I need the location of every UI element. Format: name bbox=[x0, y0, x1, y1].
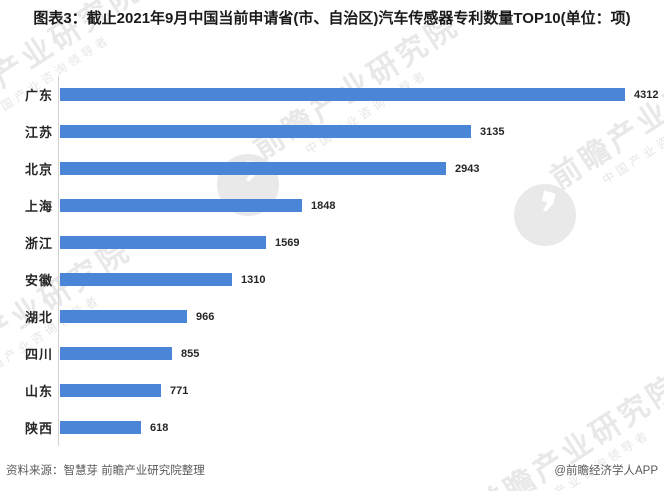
bar bbox=[60, 310, 187, 323]
bar-row: 上海 1848 bbox=[0, 199, 664, 214]
bar-row: 山东 771 bbox=[0, 384, 664, 399]
value-label: 3135 bbox=[480, 125, 505, 138]
bar bbox=[60, 347, 172, 360]
category-label: 四川 bbox=[24, 347, 53, 362]
category-label: 陕西 bbox=[24, 421, 53, 436]
bar bbox=[60, 421, 141, 434]
bar bbox=[60, 88, 625, 101]
bar-row: 北京 2943 bbox=[0, 162, 664, 177]
bar-rows: 广东 4312 江苏 3135 北京 2943 上海 1848 浙江 1569 安徽 1310 湖北 96… bbox=[0, 76, 664, 446]
value-label: 1848 bbox=[311, 199, 336, 212]
bar bbox=[60, 162, 446, 175]
value-label: 618 bbox=[150, 421, 169, 434]
source-note: 资料来源：智慧芽 前瞻产业研究院整理 bbox=[6, 465, 205, 477]
credit-note: @前瞻经济学人APP bbox=[554, 465, 658, 477]
category-label: 浙江 bbox=[24, 236, 53, 251]
category-label: 山东 bbox=[24, 384, 53, 399]
value-label: 1310 bbox=[241, 273, 266, 286]
bar-row: 陕西 618 bbox=[0, 421, 664, 436]
value-label: 2943 bbox=[455, 162, 480, 175]
category-label: 广东 bbox=[24, 88, 53, 103]
bar bbox=[60, 384, 161, 397]
bar-row: 四川 855 bbox=[0, 347, 664, 362]
value-label: 771 bbox=[170, 384, 189, 397]
bar bbox=[60, 199, 302, 212]
bar-row: 江苏 3135 bbox=[0, 125, 664, 140]
category-label: 上海 bbox=[24, 199, 53, 214]
category-label: 安徽 bbox=[24, 273, 53, 288]
y-axis-line bbox=[58, 76, 59, 446]
bar-row: 浙江 1569 bbox=[0, 236, 664, 251]
bar-row: 广东 4312 bbox=[0, 88, 664, 103]
bar bbox=[60, 125, 471, 138]
value-label: 1569 bbox=[275, 236, 300, 249]
bar bbox=[60, 236, 266, 249]
bar-row: 湖北 966 bbox=[0, 310, 664, 325]
bar-row: 安徽 1310 bbox=[0, 273, 664, 288]
footer: 资料来源：智慧芽 前瞻产业研究院整理 @前瞻经济学人APP bbox=[6, 462, 658, 478]
chart-title: 图表3：截止2021年9月中国当前申请省(市、自治区)汽车传感器专利数量TOP1… bbox=[33, 10, 631, 27]
category-label: 江苏 bbox=[24, 125, 53, 140]
category-label: 湖北 bbox=[24, 310, 53, 325]
bar-chart: 广东 4312 江苏 3135 北京 2943 上海 1848 浙江 1569 安徽 1310 湖北 96… bbox=[0, 76, 664, 446]
bar bbox=[60, 273, 232, 286]
category-label: 北京 bbox=[24, 162, 53, 177]
value-label: 855 bbox=[181, 347, 200, 360]
value-label: 966 bbox=[196, 310, 215, 323]
value-label: 4312 bbox=[634, 88, 659, 101]
